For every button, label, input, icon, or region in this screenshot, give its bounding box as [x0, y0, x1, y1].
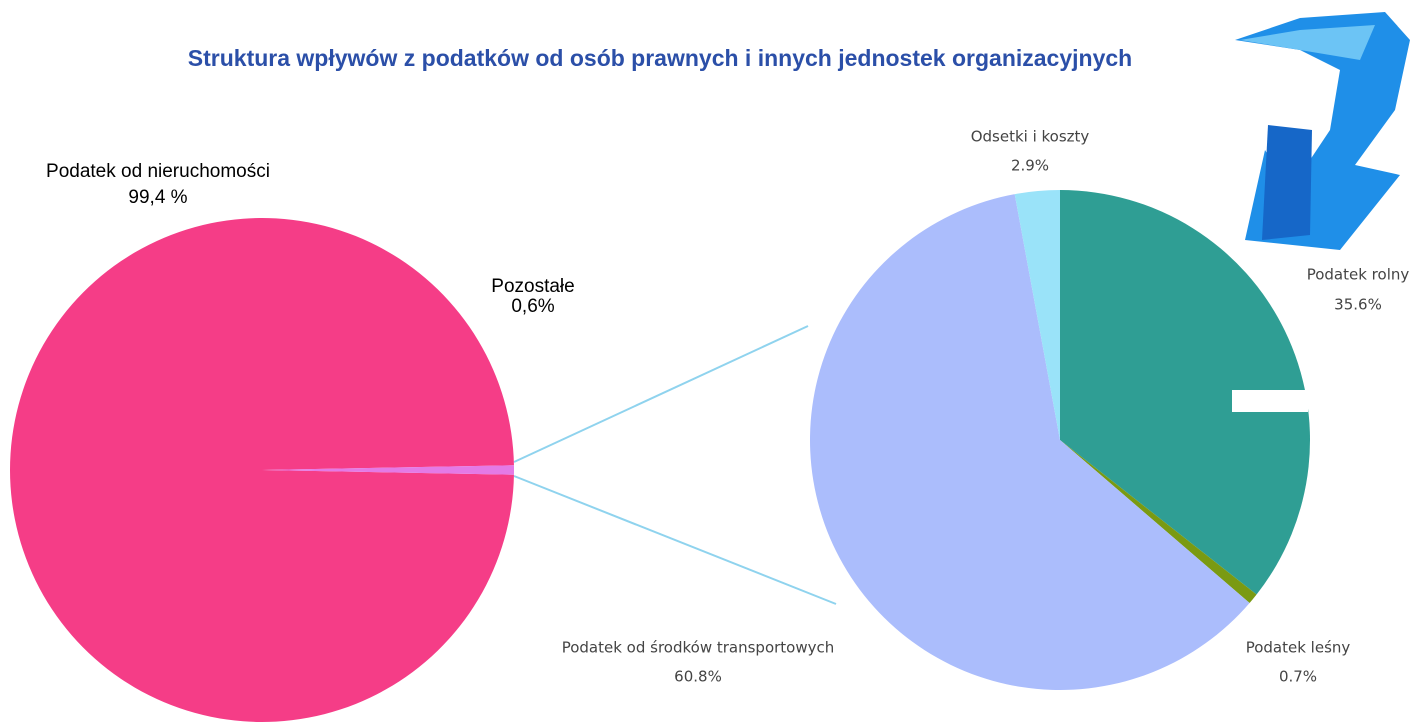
slice-label: Podatek leśny: [1246, 639, 1351, 657]
connector-line: [514, 326, 808, 462]
label-mask: [1232, 390, 1308, 412]
slice-label: Pozostałe: [491, 276, 574, 297]
slice-label: Odsetki i koszty: [971, 128, 1090, 146]
chart: Struktura wpływów z podatków od osób pra…: [0, 0, 1423, 724]
slice-label: Podatek od nieruchomości: [46, 161, 270, 182]
slice-label: Podatek od środków transportowych: [562, 639, 835, 657]
slice-value-label: 60.8%: [674, 668, 722, 686]
slice-value-label: 0,6%: [511, 296, 554, 317]
slice-value-label: 0.7%: [1279, 668, 1317, 686]
arrow-icon: [1235, 12, 1410, 250]
chart-title: Struktura wpływów z podatków od osób pra…: [188, 45, 1132, 71]
slice-value-label: 99,4 %: [128, 187, 187, 208]
connector-line: [514, 476, 836, 604]
slice-value-label: 35.6%: [1334, 296, 1382, 314]
slice-label: Podatek rolny: [1307, 266, 1410, 284]
slice-value-label: 2.9%: [1011, 157, 1049, 175]
